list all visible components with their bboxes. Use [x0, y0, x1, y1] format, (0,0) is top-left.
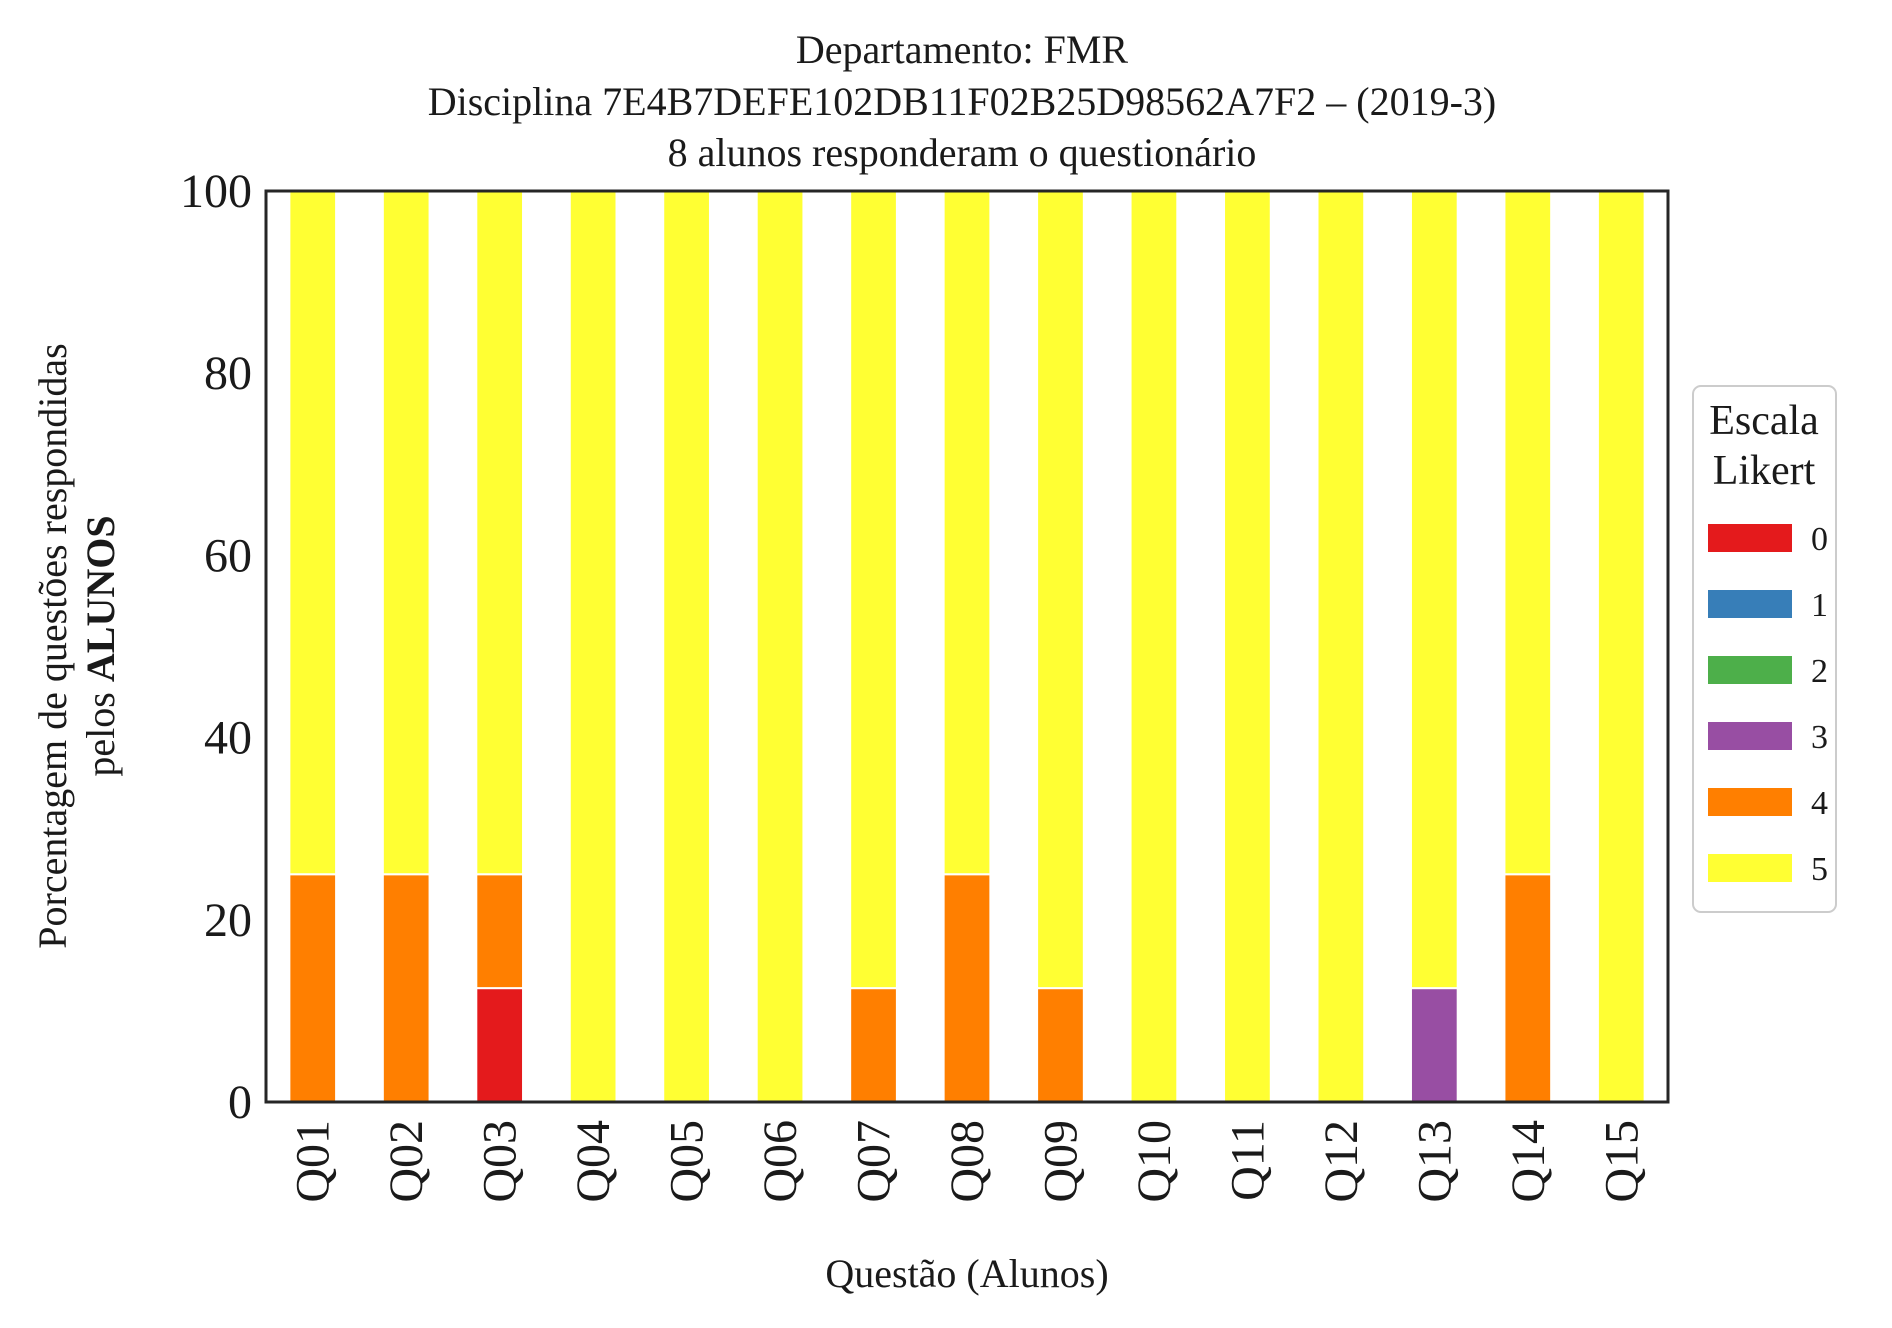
x-ticks: Q01 Q02 Q03 Q04 Q05 Q06 Q07 Q08 Q09 Q10 Q11 Q12 Q13 Q… — [287, 1120, 1649, 1203]
bar-segment-Q05-likert-5 — [662, 190, 711, 1103]
x-axis-label: Questão (Alunos) — [825, 1251, 1108, 1296]
bar-segment-Q13-likert-5 — [1409, 190, 1459, 990]
x-tick-label: Q06 — [754, 1120, 807, 1203]
plot-frame — [264, 189, 1670, 1104]
bar-segment-Q03-likert-4 — [475, 873, 525, 990]
y-tick-label: 20 — [204, 894, 252, 947]
bar-segment-Q15-likert-5 — [1596, 190, 1646, 1103]
bar-segment-Q14-likert-4 — [1503, 873, 1553, 1103]
legend-items: 0 1 2 3 4 5 — [1708, 521, 1828, 888]
y-axis-label-line-2: pelos ALUNOS — [78, 515, 123, 776]
y-tick-label: 0 — [228, 1076, 252, 1129]
legend-label-0: 0 — [1811, 521, 1828, 558]
x-tick-label: Q11 — [1221, 1120, 1274, 1201]
bar-segment-Q08-likert-5 — [942, 190, 992, 876]
x-tick-label: Q01 — [287, 1120, 340, 1203]
y-axis-label-line-1: Porcentagem de questões respondidas — [30, 343, 75, 948]
legend-swatch-4 — [1708, 788, 1792, 816]
bar-segment-Q07-likert-4 — [849, 987, 898, 1103]
x-tick-label: Q09 — [1034, 1120, 1087, 1203]
bar-segment-Q03-likert-0 — [475, 987, 525, 1103]
title-line-3: 8 alunos responderam o questionário — [668, 130, 1257, 175]
x-tick-label: Q04 — [567, 1120, 620, 1203]
bar-segment-Q02-likert-5 — [381, 190, 431, 876]
legend-label-3: 3 — [1811, 719, 1828, 756]
legend-swatch-1 — [1708, 590, 1792, 618]
bar-segment-Q09-likert-4 — [1036, 987, 1085, 1103]
x-tick-label: Q14 — [1502, 1120, 1555, 1203]
bar-segment-Q07-likert-5 — [849, 190, 898, 990]
x-tick-label: Q08 — [941, 1120, 994, 1203]
y-tick-label: 80 — [204, 347, 252, 400]
x-tick-label: Q07 — [848, 1120, 901, 1203]
legend-swatch-5 — [1708, 854, 1792, 882]
x-tick-label: Q13 — [1408, 1120, 1461, 1203]
legend-swatch-3 — [1708, 722, 1792, 750]
bar-segment-Q01-likert-5 — [288, 190, 338, 876]
x-tick-label: Q03 — [474, 1120, 527, 1203]
legend-label-2: 2 — [1811, 653, 1828, 690]
legend-swatch-0 — [1708, 524, 1792, 552]
bar-segment-Q01-likert-4 — [288, 873, 338, 1103]
y-tick-label: 100 — [180, 165, 252, 218]
y-ticks: 0 20 40 60 80 100 — [180, 165, 252, 1129]
legend-swatch-2 — [1708, 656, 1792, 684]
legend-frame — [1692, 385, 1837, 913]
y-tick-label: 60 — [204, 529, 252, 582]
legend-label-5: 5 — [1811, 851, 1828, 888]
bar-segment-Q06-likert-5 — [755, 190, 805, 1103]
bar-segment-Q09-likert-5 — [1036, 190, 1085, 990]
title-line-2: Disciplina 7E4B7DEFE102DB11F02B25D98562A… — [428, 79, 1497, 124]
bar-segment-Q12-likert-5 — [1316, 190, 1366, 1103]
legend-label-4: 4 — [1811, 785, 1828, 822]
title-line-1: Departamento: FMR — [796, 27, 1128, 72]
x-tick-label: Q12 — [1315, 1120, 1368, 1203]
legend-label-1: 1 — [1811, 587, 1828, 624]
bar-segment-Q14-likert-5 — [1503, 190, 1553, 876]
x-tick-label: Q05 — [661, 1120, 714, 1203]
y-axis-label-prefix: pelos — [78, 682, 123, 776]
x-tick-label: Q15 — [1595, 1120, 1648, 1203]
bar-segment-Q11-likert-5 — [1223, 190, 1272, 1103]
legend-title-line-1: Escala — [1709, 398, 1819, 444]
y-axis-label: Porcentagem de questões respondidas pelo… — [30, 343, 123, 948]
bar-segment-Q02-likert-4 — [381, 873, 431, 1103]
bars-layer — [288, 190, 1646, 1103]
legend-title-line-2: Likert — [1713, 448, 1816, 494]
bar-segment-Q04-likert-5 — [568, 190, 618, 1103]
bar-segment-Q13-likert-3 — [1409, 987, 1459, 1103]
y-tick-label: 40 — [204, 712, 252, 765]
bar-segment-Q10-likert-5 — [1129, 190, 1179, 1103]
x-tick-label: Q10 — [1128, 1120, 1181, 1203]
bar-segment-Q08-likert-4 — [942, 873, 992, 1103]
x-tick-label: Q02 — [380, 1120, 433, 1203]
bar-segment-Q03-likert-5 — [475, 190, 525, 876]
legend: Escala Likert 0 1 2 3 4 5 — [1692, 385, 1837, 913]
y-axis-label-bold: ALUNOS — [78, 515, 123, 682]
chart-title: Departamento: FMR Disciplina 7E4B7DEFE10… — [428, 27, 1497, 175]
